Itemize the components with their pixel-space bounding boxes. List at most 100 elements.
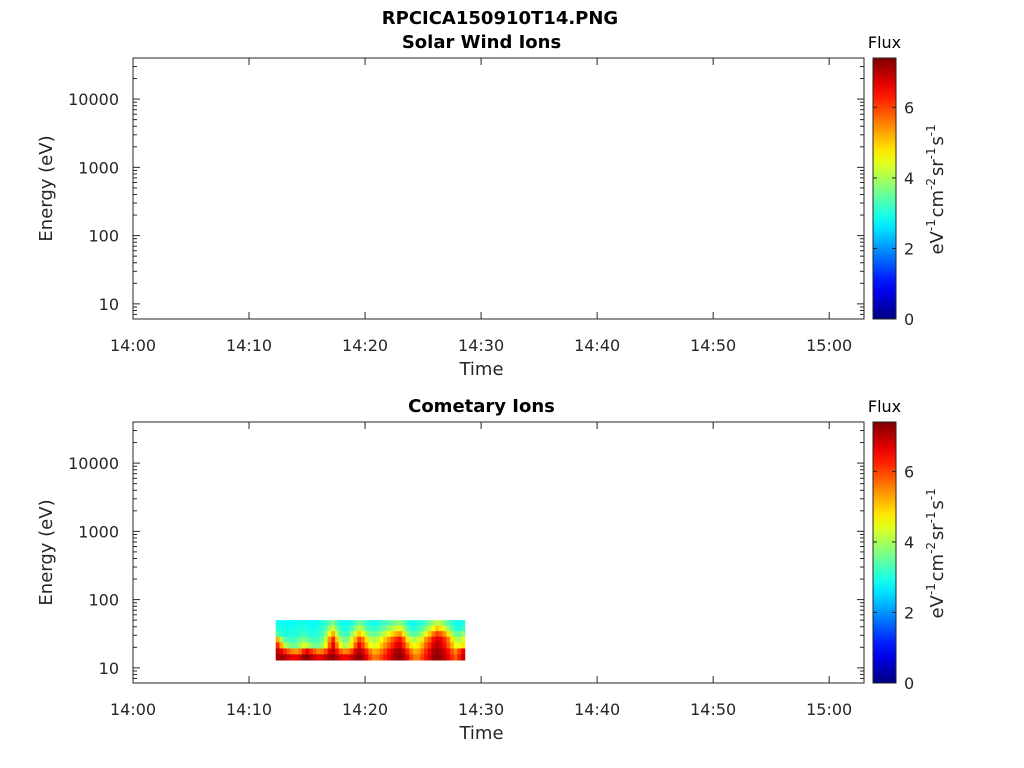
spectrogram-cell: [327, 653, 332, 661]
spectrogram-cell: [405, 636, 410, 643]
spectrogram-cell: [349, 625, 354, 632]
y-axis-label: Energy (eV): [36, 499, 57, 605]
spectrogram-cell: [297, 636, 303, 643]
spectrogram-cell: [416, 653, 421, 661]
spectrogram-cell: [398, 620, 403, 626]
spectrogram-cell: [386, 636, 392, 643]
spectrogram-cell: [338, 636, 343, 643]
spectrogram-cell: [431, 648, 436, 655]
spectrogram-cell: [361, 636, 366, 643]
spectrogram-cell: [301, 630, 306, 637]
x-tick-label: 14:20: [342, 700, 388, 719]
spectrogram-cell: [398, 648, 403, 655]
spectrogram-cell: [361, 620, 366, 626]
colorbar-label: eV-1 cm-2 sr-1 s-1: [924, 122, 948, 254]
spectrogram-cell: [383, 648, 388, 655]
spectrogram-cell: [316, 648, 321, 655]
y-tick-label: 10: [99, 295, 119, 314]
x-tick-label: 14:50: [690, 336, 736, 355]
spectrogram-cell: [372, 648, 377, 655]
axes-frame: [132, 57, 865, 320]
spectrogram-cell: [290, 620, 295, 626]
spectrogram-cell: [401, 636, 406, 643]
spectrogram-cell: [386, 648, 392, 655]
spectrogram-cell: [420, 648, 425, 655]
spectrogram-cell: [450, 625, 455, 632]
spectrogram-cell: [405, 641, 410, 649]
spectrogram-cell: [301, 620, 306, 626]
spectrogram-cell: [305, 641, 310, 649]
spectrogram-cell: [379, 620, 384, 626]
spectrogram-cell: [427, 648, 432, 655]
spectrogram-cell: [431, 641, 436, 649]
spectrogram-cell: [323, 630, 329, 637]
spectrogram-cell: [409, 620, 414, 626]
spectrogram-cell: [390, 620, 395, 626]
spectrogram-cell: [379, 653, 384, 661]
spectrogram-cell: [457, 625, 462, 632]
spectrogram-cell: [309, 641, 314, 649]
spectrogram-cell: [379, 636, 384, 643]
spectrogram-cell: [420, 630, 425, 637]
spectrogram-cell: [335, 620, 340, 626]
spectrogram-cell: [357, 630, 362, 637]
spectrogram-cell: [375, 648, 380, 655]
spectrogram-cell: [346, 620, 351, 626]
spectrogram-cell: [424, 641, 429, 649]
x-axis-label: Time: [458, 359, 503, 380]
spectrogram-cell: [279, 648, 284, 655]
spectrogram-cell: [416, 641, 421, 649]
spectrogram-cell: [383, 653, 388, 661]
spectrogram-cell: [327, 648, 332, 655]
colorbar-gradient: [872, 421, 897, 684]
spectrogram-cell: [394, 636, 399, 643]
spectrogram-cell: [331, 625, 336, 632]
spectrogram-cell: [375, 641, 380, 649]
spectrogram-cell: [435, 648, 440, 655]
spectrogram-cell: [275, 625, 280, 632]
spectrogram-cell: [346, 653, 351, 661]
spectrogram-cell: [286, 636, 291, 643]
figure-title: RPCICA150910T14.PNG: [382, 8, 618, 29]
spectrogram-cell: [427, 653, 432, 661]
spectrogram-cell: [320, 620, 325, 626]
spectrogram-cell: [275, 636, 280, 643]
spectrogram-cell: [372, 625, 377, 632]
spectrogram-cell: [327, 625, 332, 632]
colorbar-tick-label: 0: [904, 674, 914, 693]
spectrogram-cell: [331, 630, 336, 637]
spectrogram-cell: [394, 630, 399, 637]
colorbar-tick-label: 4: [904, 533, 914, 552]
spectrogram-cell: [312, 641, 317, 649]
spectrogram-cell: [453, 625, 458, 632]
spectrogram-cell: [294, 620, 299, 626]
spectrogram-cell: [294, 630, 299, 637]
spectrogram-cell: [305, 625, 310, 632]
spectrogram-cell: [431, 653, 436, 661]
spectrogram-cell: [412, 641, 418, 649]
spectrogram-cell: [461, 620, 466, 626]
spectrogram-cell: [424, 648, 429, 655]
spectrogram-cell: [297, 648, 303, 655]
spectrogram-cell: [401, 653, 406, 661]
spectrogram-cell: [364, 636, 369, 643]
spectrogram-cell: [431, 620, 436, 626]
spectrogram-cell: [390, 653, 395, 661]
spectrogram-cell: [461, 636, 466, 643]
spectrogram-cell: [294, 641, 299, 649]
spectrogram-cell: [309, 625, 314, 632]
spectrogram-cell: [323, 641, 329, 649]
spectrogram-cell: [320, 636, 325, 643]
spectrogram-cell: [275, 648, 280, 655]
spectrogram-cell: [386, 630, 392, 637]
spectrogram-cell: [290, 641, 295, 649]
spectrogram-cell: [412, 625, 418, 632]
spectrogram-cell: [342, 636, 347, 643]
spectrogram-cell: [412, 648, 418, 655]
spectrogram-cell: [335, 636, 340, 643]
spectrogram-cell: [420, 625, 425, 632]
spectrogram-cell: [283, 620, 288, 626]
colorbar-tick-label: 6: [904, 462, 914, 481]
spectrogram-cell: [401, 620, 406, 626]
